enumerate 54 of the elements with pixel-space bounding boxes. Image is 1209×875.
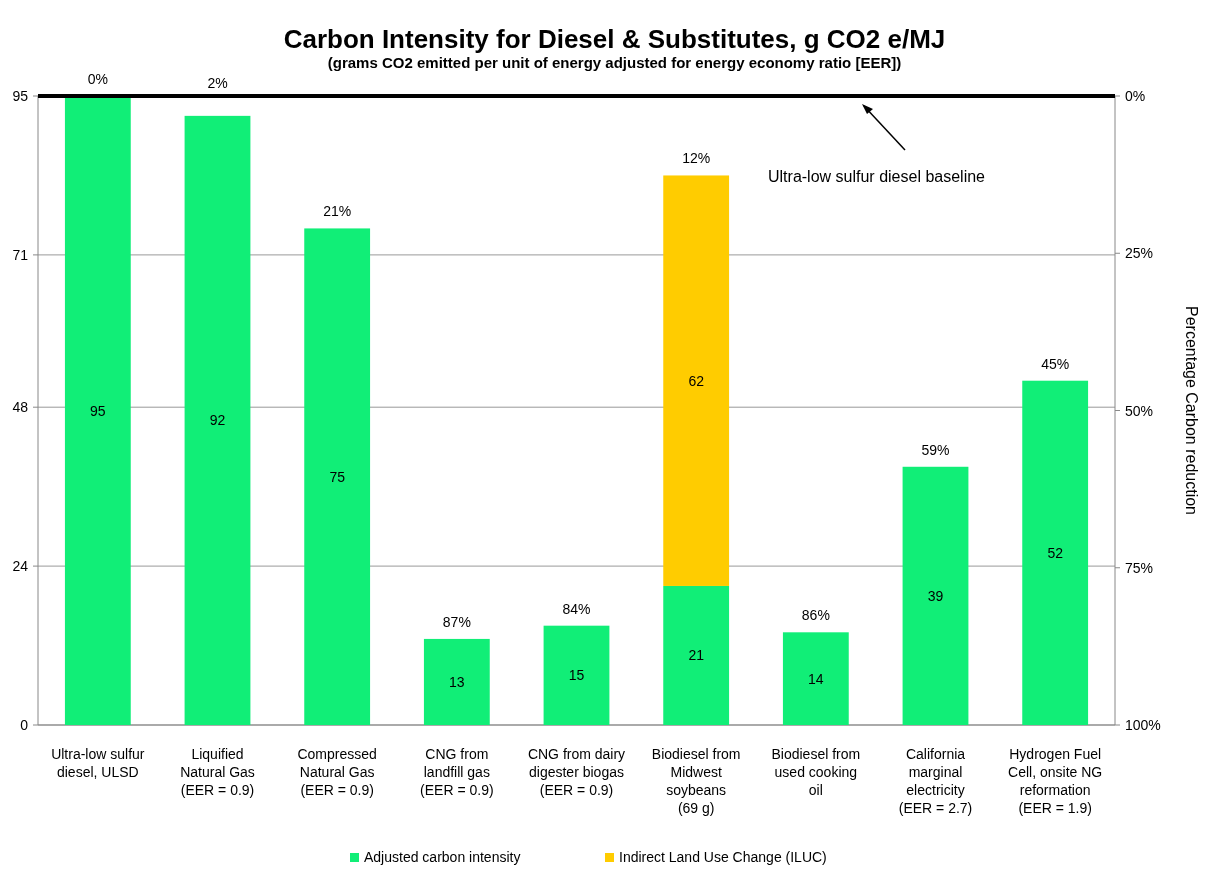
- bar: [184, 115, 251, 725]
- bar: [663, 585, 730, 725]
- annotation: 45%: [1041, 355, 1070, 372]
- y-tick-label: 24: [12, 558, 29, 575]
- data-label: 15: [568, 667, 585, 684]
- annotation: 86%: [801, 607, 830, 624]
- bar: [902, 466, 969, 725]
- bar: [1022, 380, 1089, 725]
- x-tick-label: Biodiesel from used cooking oil: [771, 746, 861, 798]
- data-label: 13: [449, 673, 465, 690]
- bar: [663, 175, 730, 586]
- chart-title: Carbon Intensity for Diesel & Substitutes, g CO2 e/MJ: [283, 24, 946, 54]
- y-tick-label: 48: [12, 399, 29, 416]
- legend-label: Adjusted carbon intensity: [364, 849, 521, 865]
- y-tick-label: 71: [12, 246, 29, 263]
- x-tick-label: Ultra-low sulfur diesel, ULSD: [51, 746, 145, 780]
- data-label: 95: [90, 402, 106, 419]
- annotation: 59%: [921, 441, 950, 458]
- data-label: 92: [209, 412, 226, 429]
- annotation: 21%: [323, 203, 352, 220]
- bar: [64, 96, 131, 725]
- y2-tick-label: 100%: [1125, 717, 1161, 733]
- y2-tick-label: 75%: [1125, 559, 1154, 576]
- annotation: 84%: [562, 600, 591, 617]
- y2-axis-title: Percentage Carbon reduction: [1183, 305, 1200, 516]
- y-tick-label: 0: [20, 717, 29, 733]
- x-tick-label: Compressed Natural Gas (EER = 0.9): [297, 746, 377, 798]
- x-tick-label: Biodiesel from Midwest soybeans (69 g): [651, 746, 741, 816]
- data-label: 52: [1047, 544, 1064, 561]
- data-label: 21: [688, 647, 705, 664]
- y2-tick-label: 0%: [1125, 88, 1146, 104]
- bar: [782, 632, 849, 725]
- ref-line-label: Ultra-low sulfur diesel baseline: [768, 168, 986, 185]
- bar: [543, 625, 610, 725]
- y2-tick-label: 50%: [1125, 402, 1154, 419]
- annotation: 12%: [682, 150, 711, 167]
- x-tick-label: CNG from landfill gas (EER = 0.9): [420, 746, 494, 798]
- x-tick-label: Hydrogen Fuel Cell, onsite NG reformation (EER = 1.9): [1008, 746, 1103, 816]
- x-tick-label: Liquified Natural Gas (EER = 0.9): [180, 746, 255, 798]
- data-label: 14: [808, 670, 824, 687]
- text: 2%: [207, 75, 228, 91]
- data-label: 75: [329, 468, 346, 485]
- data-label: 62: [688, 372, 705, 389]
- text: 0%: [87, 71, 108, 87]
- x-tick-label: CNG from dairy digester biogas (EER = 0.9): [527, 746, 626, 798]
- annotation: 87%: [442, 613, 471, 630]
- chart-subtitle: (grams CO2 emitted per unit of energy adjusted for energy economy ratio [EER]): [327, 54, 902, 71]
- y-tick-label: 95: [12, 88, 29, 104]
- data-label: 39: [927, 587, 944, 604]
- bar: [423, 638, 490, 725]
- bar: [304, 228, 371, 725]
- legend-label: Indirect Land Use Change (ILUC): [619, 849, 827, 865]
- y2-tick-label: 25%: [1125, 245, 1154, 262]
- x-tick-label: California marginal electricity (EER = 2.7): [898, 746, 973, 816]
